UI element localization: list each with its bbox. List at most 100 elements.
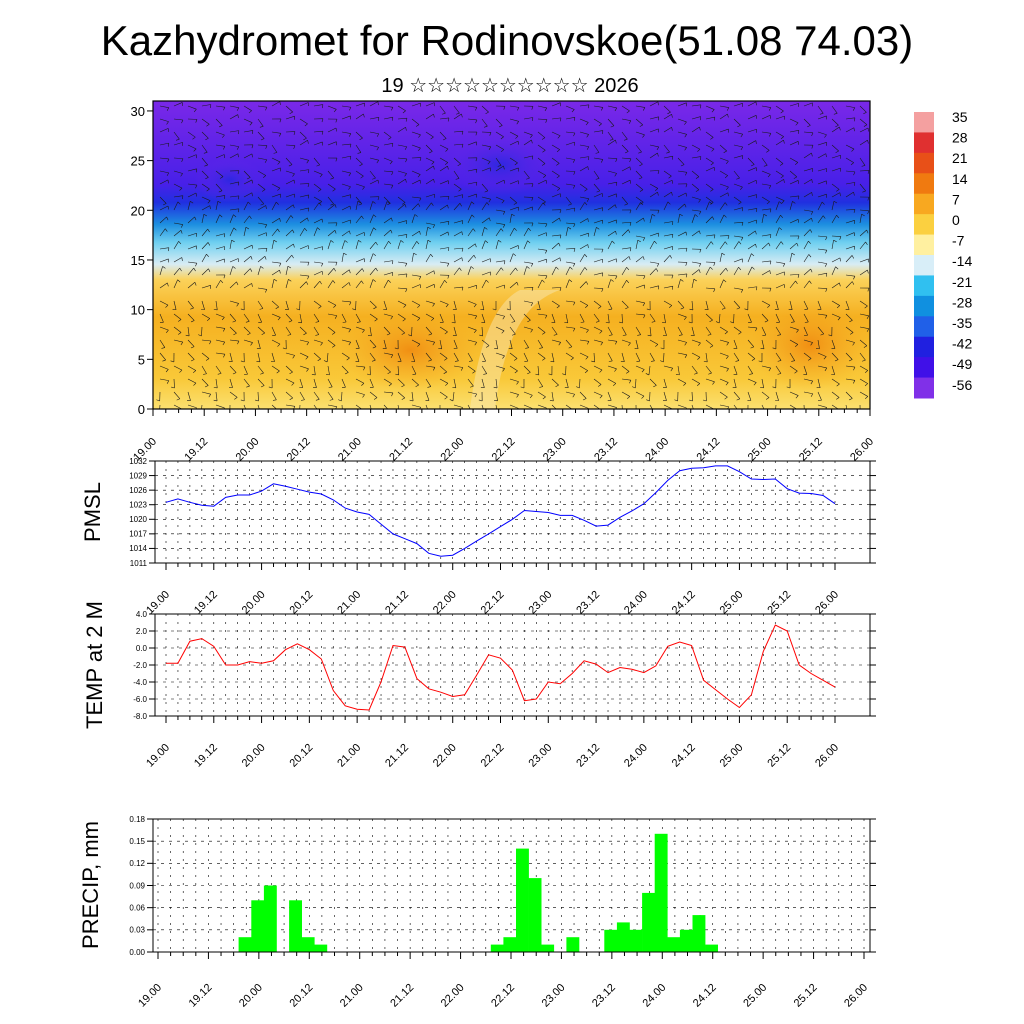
wind-barb (733, 300, 741, 308)
wind-barb (845, 281, 853, 289)
wind-barb (691, 196, 701, 200)
wind-barb-flag (559, 117, 562, 122)
wind-barb (467, 365, 476, 372)
wind-barb (831, 215, 837, 224)
wind-barb (173, 326, 182, 333)
wind-barb-flag (709, 266, 713, 270)
xs-xtick-tick-label: 19.12 (182, 436, 210, 464)
pmsl-y-tick-label: 1017 (129, 530, 147, 539)
wind-barb (187, 183, 197, 186)
wind-barb (747, 208, 757, 211)
wind-barb-flag (414, 214, 418, 217)
wind-barb-flag (836, 215, 840, 219)
wind-barb (677, 203, 685, 211)
wind-barb (817, 287, 828, 289)
wind-barb (789, 352, 795, 361)
wind-barb (523, 240, 528, 250)
wind-barb-flag (680, 307, 685, 310)
wind-barb-flag (833, 239, 837, 243)
wind-barb-flag (738, 267, 742, 271)
wind-barb-flag (824, 367, 828, 372)
wind-barb (187, 281, 196, 289)
wind-barb (313, 141, 323, 146)
xs-xtick-tick-label: 26.00 (848, 436, 876, 464)
wind-barb (817, 153, 827, 159)
wind-barb-flag (767, 174, 771, 178)
wind-barb (467, 168, 477, 172)
wind-barb-flag (318, 306, 322, 309)
wind-barb (733, 196, 742, 203)
wind-barb-flag (713, 234, 716, 239)
wind-barb-flag (461, 231, 463, 236)
xs-xtick-tick-label: 20.12 (285, 436, 313, 464)
wind-barb-flag (751, 358, 756, 361)
precip-bar (238, 937, 252, 952)
wind-barb-flag (527, 240, 531, 244)
wind-barb-flag (657, 152, 659, 157)
wind-barb (719, 391, 728, 398)
wind-barb-flag (584, 254, 588, 258)
wind-barb (803, 152, 812, 159)
wind-barb (705, 313, 713, 321)
wind-barb (747, 339, 755, 348)
precip-bar (705, 944, 718, 952)
wind-barb-flag (702, 399, 707, 402)
wind-barb-flag (345, 372, 349, 375)
precip-bar (654, 833, 668, 952)
wind-barb-flag (643, 314, 646, 319)
wind-barb-flag (652, 214, 656, 217)
wind-barb (705, 167, 715, 172)
wind-barb (565, 116, 575, 120)
wind-barb (509, 326, 516, 335)
colorbar-label: -14 (952, 253, 972, 269)
wind-barb-flag (779, 163, 784, 166)
wind-barb-flag (851, 255, 855, 259)
wind-barb (831, 240, 834, 250)
temperature-y-axis: -8.0-6.0-4.0-2.00.02.04.0 (133, 610, 876, 721)
wind-barb (369, 339, 377, 347)
wind-barb (453, 267, 460, 276)
wind-barb (369, 101, 379, 107)
wind-barb (215, 365, 222, 374)
wind-barb-flag (696, 383, 701, 387)
wind-barb (607, 118, 615, 126)
wind-barb (775, 215, 781, 224)
wind-barb (509, 196, 518, 204)
wind-barb (411, 284, 421, 289)
wind-barb (705, 201, 710, 211)
wind-barb-flag (555, 384, 559, 388)
wind-barb (215, 280, 221, 289)
wind-barb-flag (175, 138, 180, 141)
wind-barb (327, 280, 334, 289)
wind-barb (761, 378, 764, 388)
wind-barb-flag (377, 101, 379, 106)
precip-bar (541, 944, 555, 952)
pmsl-x-tick-label: 25.12 (765, 589, 793, 617)
wind-barb-flag (413, 252, 417, 256)
wind-barb-flag (401, 397, 405, 400)
wind-barb (705, 266, 711, 276)
wind-barb-flag (427, 226, 431, 230)
wind-barb (159, 378, 169, 381)
wind-barb (453, 183, 462, 190)
wind-barb-flag (598, 306, 602, 309)
wind-barb (495, 260, 505, 263)
wind-barb (803, 118, 811, 126)
wind-barb-flag (461, 144, 464, 148)
wind-barb (271, 157, 281, 163)
wind-barb-flag (528, 227, 531, 231)
wind-barb (159, 142, 169, 146)
wind-barb (299, 102, 309, 107)
wind-barb (453, 300, 457, 310)
wind-barb (859, 170, 869, 172)
wind-barb-flag (418, 276, 422, 280)
wind-barb (789, 313, 795, 322)
precip-bar (667, 937, 681, 952)
wind-barb (761, 196, 770, 202)
wind-barb-flag (217, 200, 222, 204)
wind-barb (173, 279, 178, 289)
wind-barb-flag (319, 280, 322, 285)
pmsl-x-tick-label: 24.00 (622, 589, 650, 617)
wind-barb (845, 365, 855, 368)
